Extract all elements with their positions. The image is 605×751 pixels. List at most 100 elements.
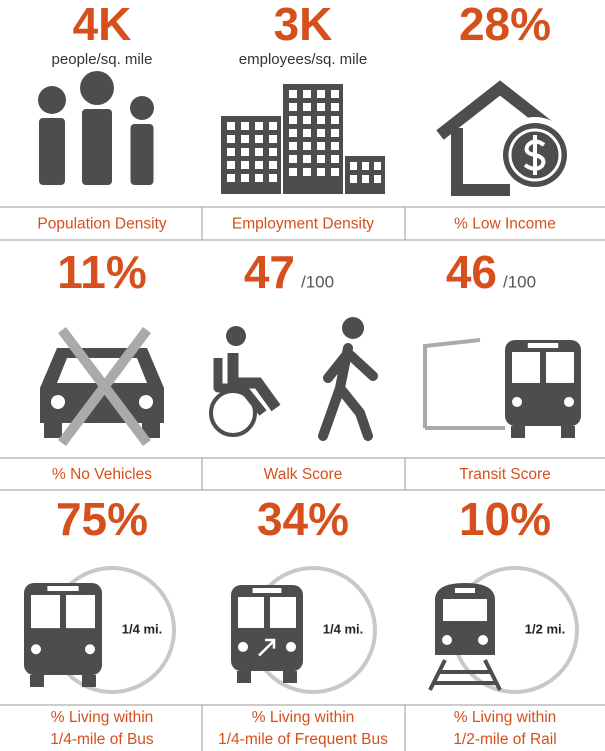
person-body — [130, 124, 154, 185]
big-value: 3K — [274, 0, 333, 50]
big-value: 47 — [244, 246, 295, 298]
bus-light — [238, 641, 248, 652]
value-unit: employees/sq. mile — [239, 51, 367, 68]
window — [269, 148, 277, 156]
window — [269, 161, 277, 169]
head — [342, 317, 364, 339]
window — [331, 155, 339, 163]
person-head — [80, 71, 114, 105]
window — [227, 122, 235, 130]
bus-icon — [505, 340, 581, 438]
bus-sign — [252, 588, 282, 593]
window — [350, 162, 357, 170]
bus-window — [238, 597, 264, 628]
window — [227, 135, 235, 143]
window — [241, 148, 249, 156]
window — [255, 161, 263, 169]
building — [283, 84, 343, 194]
window — [331, 103, 339, 111]
caption: Population Density — [37, 216, 166, 233]
person-body — [39, 118, 65, 185]
window — [255, 148, 263, 156]
window — [303, 155, 311, 163]
big-value: 75% — [56, 493, 148, 545]
window — [241, 135, 249, 143]
bus-icon — [24, 583, 102, 687]
bus-wheel — [511, 426, 525, 438]
window — [303, 142, 311, 150]
window — [374, 162, 381, 170]
window — [374, 175, 381, 183]
arrow — [258, 638, 276, 657]
cross — [58, 326, 151, 447]
bus-icon — [231, 585, 303, 683]
window — [303, 103, 311, 111]
bus-light — [286, 641, 296, 652]
window — [289, 129, 297, 137]
window — [255, 174, 263, 182]
car-wheel — [44, 420, 62, 438]
window — [331, 90, 339, 98]
caption: Transit Score — [459, 466, 551, 483]
window — [227, 148, 235, 156]
walker — [318, 343, 378, 441]
torso — [227, 353, 281, 412]
window — [289, 90, 297, 98]
person-head — [38, 86, 66, 114]
window — [303, 129, 311, 137]
big-value: 11% — [57, 246, 147, 298]
window — [269, 174, 277, 182]
bus-light — [564, 396, 574, 407]
window — [269, 135, 277, 143]
window — [289, 155, 297, 163]
rails — [428, 659, 502, 691]
bus-wheel — [30, 675, 44, 687]
bus-sign — [47, 586, 79, 591]
window — [255, 135, 263, 143]
window — [241, 174, 249, 182]
value-suffix: /100 — [301, 272, 334, 291]
head — [226, 326, 246, 346]
bus-window — [546, 352, 574, 383]
shelter — [423, 338, 505, 430]
bus-sign — [527, 343, 559, 348]
bus-window — [31, 595, 60, 629]
caption: % Low Income — [454, 216, 556, 233]
window — [331, 129, 339, 137]
window — [331, 168, 339, 176]
value-unit: people/sq. mile — [52, 51, 153, 68]
window — [317, 142, 325, 150]
car-wheel — [142, 420, 160, 438]
window — [331, 116, 339, 124]
distance-label: 1/4 mi. — [323, 621, 363, 636]
person-head — [130, 96, 154, 120]
window — [241, 161, 249, 169]
dollar — [523, 135, 546, 175]
window — [269, 122, 277, 130]
bus-wheel — [561, 426, 575, 438]
window — [289, 116, 297, 124]
caption: % Living within — [51, 709, 154, 726]
window — [303, 116, 311, 124]
window — [317, 129, 325, 137]
car-light — [139, 395, 153, 409]
train-window — [443, 599, 487, 621]
window — [350, 175, 357, 183]
bus-light — [512, 396, 522, 407]
train-light — [442, 635, 452, 645]
caption: Walk Score — [264, 466, 343, 483]
bus-wheel — [82, 675, 96, 687]
big-value: 4K — [73, 0, 132, 50]
window — [289, 168, 297, 176]
window — [303, 90, 311, 98]
distance-label: 1/2 mi. — [525, 621, 565, 636]
caption: % Living within — [252, 709, 355, 726]
caption: % Living within — [454, 709, 557, 726]
big-value: 10% — [459, 493, 551, 545]
caption: 1/2-mile of Rail — [453, 731, 556, 748]
caption: Employment Density — [232, 216, 374, 233]
bus-window — [270, 597, 296, 628]
wheel — [209, 389, 257, 437]
big-value: 28% — [459, 0, 551, 50]
